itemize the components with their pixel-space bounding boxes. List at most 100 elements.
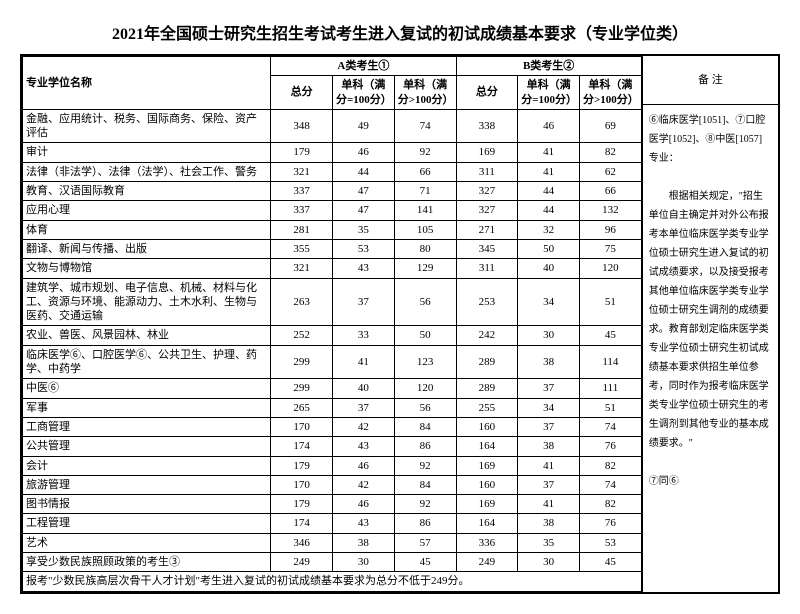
- row-name: 会计: [23, 456, 271, 475]
- row-value: 299: [271, 379, 333, 398]
- row-value: 69: [580, 109, 642, 143]
- row-name: 享受少数民族照顾政策的考生③: [23, 553, 271, 572]
- header-name: 专业学位名称: [23, 57, 271, 110]
- row-value: 82: [580, 495, 642, 514]
- table-row: 中医⑥2994012028937111: [23, 379, 642, 398]
- table-row: 艺术34638573363553: [23, 533, 642, 552]
- row-value: 46: [518, 109, 580, 143]
- row-value: 86: [394, 514, 456, 533]
- row-value: 255: [456, 398, 518, 417]
- score-table: 专业学位名称 A类考生① B类考生② 总分 单科（满分=100分） 单科（满分>…: [22, 56, 642, 592]
- header-subover-b: 单科（满分>100分）: [580, 76, 642, 110]
- footnote-text: 报考"少数民族高层次骨干人才计划"考生进入复试的初试成绩基本要求为总分不低于24…: [23, 572, 642, 591]
- row-value: 37: [333, 278, 395, 326]
- row-name: 公共管理: [23, 437, 271, 456]
- row-value: 74: [580, 417, 642, 436]
- table-row: 体育281351052713296: [23, 220, 642, 239]
- row-value: 41: [518, 143, 580, 162]
- row-value: 348: [271, 109, 333, 143]
- row-value: 111: [580, 379, 642, 398]
- table-row: 临床医学⑥、口腔医学⑥、公共卫生、护理、药学、中药学29941123289381…: [23, 345, 642, 379]
- row-name: 翻译、新闻与传播、出版: [23, 239, 271, 258]
- row-value: 355: [271, 239, 333, 258]
- table-row: 旅游管理17042841603774: [23, 475, 642, 494]
- row-value: 43: [333, 437, 395, 456]
- table-row: 教育、汉语国际教育33747713274466: [23, 182, 642, 201]
- row-value: 74: [580, 475, 642, 494]
- row-value: 141: [394, 201, 456, 220]
- row-value: 82: [580, 456, 642, 475]
- table-row: 金融、应用统计、税务、国际商务、保险、资产评估34849743384669: [23, 109, 642, 143]
- row-value: 38: [518, 437, 580, 456]
- row-name: 体育: [23, 220, 271, 239]
- row-value: 49: [333, 109, 395, 143]
- row-value: 50: [518, 239, 580, 258]
- row-value: 271: [456, 220, 518, 239]
- row-value: 57: [394, 533, 456, 552]
- table-row: 工商管理17042841603774: [23, 417, 642, 436]
- table-wrap: 专业学位名称 A类考生① B类考生② 总分 单科（满分=100分） 单科（满分>…: [20, 54, 780, 594]
- row-value: 38: [518, 514, 580, 533]
- row-name: 工程管理: [23, 514, 271, 533]
- row-value: 44: [518, 201, 580, 220]
- row-value: 164: [456, 514, 518, 533]
- row-value: 321: [271, 259, 333, 278]
- row-value: 46: [333, 456, 395, 475]
- row-value: 43: [333, 259, 395, 278]
- row-name: 临床医学⑥、口腔医学⑥、公共卫生、护理、药学、中药学: [23, 345, 271, 379]
- table-row: 文物与博物馆3214312931140120: [23, 259, 642, 278]
- row-value: 82: [580, 143, 642, 162]
- row-value: 34: [518, 278, 580, 326]
- row-value: 37: [518, 475, 580, 494]
- row-value: 174: [271, 514, 333, 533]
- row-value: 38: [518, 345, 580, 379]
- row-value: 169: [456, 495, 518, 514]
- header-total-a: 总分: [271, 76, 333, 110]
- row-name: 建筑学、城市规划、电子信息、机械、材料与化工、资源与环境、能源动力、土木水利、生…: [23, 278, 271, 326]
- row-value: 40: [333, 379, 395, 398]
- row-value: 35: [333, 220, 395, 239]
- row-value: 42: [333, 417, 395, 436]
- row-name: 审计: [23, 143, 271, 162]
- row-value: 45: [394, 553, 456, 572]
- row-value: 160: [456, 417, 518, 436]
- row-value: 41: [518, 162, 580, 181]
- row-value: 311: [456, 162, 518, 181]
- header-sub100-b: 单科（满分=100分）: [518, 76, 580, 110]
- row-value: 45: [580, 553, 642, 572]
- row-value: 92: [394, 456, 456, 475]
- row-value: 345: [456, 239, 518, 258]
- notes-column: 备 注 ⑥临床医学[1051]、⑦口腔医学[1052]、⑧中医[1057]专业：…: [642, 56, 778, 592]
- table-row: 图书情报17946921694182: [23, 495, 642, 514]
- row-value: 92: [394, 143, 456, 162]
- row-value: 44: [518, 182, 580, 201]
- row-value: 92: [394, 495, 456, 514]
- row-value: 129: [394, 259, 456, 278]
- row-value: 179: [271, 495, 333, 514]
- row-value: 337: [271, 182, 333, 201]
- row-value: 169: [456, 456, 518, 475]
- row-value: 46: [333, 143, 395, 162]
- row-value: 252: [271, 326, 333, 345]
- table-row: 应用心理3374714132744132: [23, 201, 642, 220]
- row-value: 47: [333, 182, 395, 201]
- row-value: 86: [394, 437, 456, 456]
- row-value: 299: [271, 345, 333, 379]
- row-value: 164: [456, 437, 518, 456]
- row-value: 66: [580, 182, 642, 201]
- row-value: 114: [580, 345, 642, 379]
- row-value: 76: [580, 514, 642, 533]
- table-row: 会计17946921694182: [23, 456, 642, 475]
- row-value: 179: [271, 143, 333, 162]
- row-value: 53: [333, 239, 395, 258]
- row-value: 56: [394, 398, 456, 417]
- row-name: 金融、应用统计、税务、国际商务、保险、资产评估: [23, 109, 271, 143]
- row-value: 41: [333, 345, 395, 379]
- row-value: 37: [518, 379, 580, 398]
- row-value: 336: [456, 533, 518, 552]
- row-value: 33: [333, 326, 395, 345]
- row-value: 46: [333, 495, 395, 514]
- row-value: 249: [271, 553, 333, 572]
- row-name: 农业、兽医、风景园林、林业: [23, 326, 271, 345]
- row-value: 84: [394, 475, 456, 494]
